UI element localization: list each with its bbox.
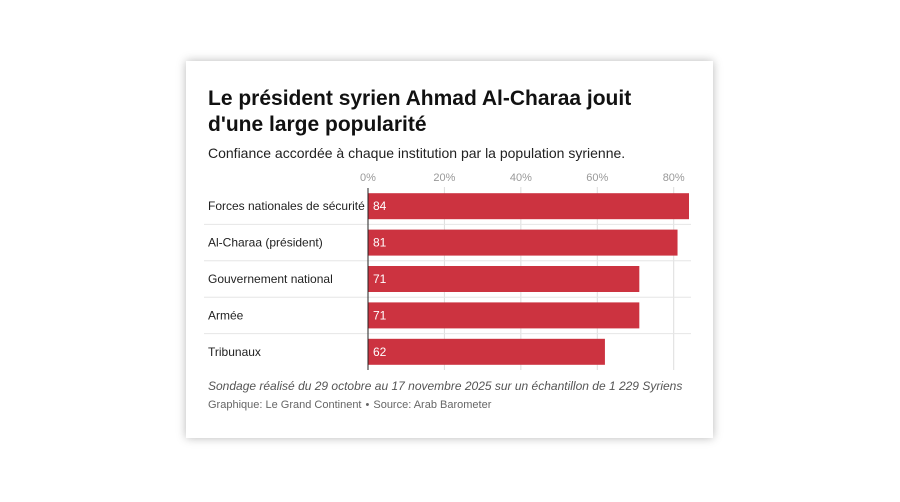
category-label: Armée [208,308,244,322]
value-label: 81 [373,236,387,250]
chart-card: Le président syrien Ahmad Al-Charaa joui… [186,61,713,438]
row-separators [204,223,691,335]
value-label: 84 [373,199,387,213]
credit-source: Source: Arab Barometer [373,399,492,411]
bar [368,302,640,329]
category-label: Tribunaux [208,345,261,359]
credit-graphic: Graphique: Le Grand Continent [208,399,362,411]
bars [368,193,689,365]
value-labels: 84 81 71 71 62 [373,199,387,359]
bar-chart: 0% 20% 40% 60% 80% Forces nationales de sécu… [204,172,691,370]
chart-subtitle: Confiance accordée à chaque institution … [208,145,626,161]
credit-line: Graphique: Le Grand Continent • Source: Ar… [208,399,491,411]
category-label: Forces nationales de sécurité [208,199,365,213]
credit-separator: • [365,399,370,411]
x-tick-label: 60% [586,172,608,184]
bar [368,266,640,292]
x-tick-label: 80% [663,172,685,184]
bar [368,229,678,256]
chart-title: Le président syrien Ahmad Al-Charaa joui… [208,87,632,136]
value-label: 62 [373,345,387,359]
x-tick-label: 40% [510,172,532,184]
value-label: 71 [373,272,387,286]
category-labels: Forces nationales de sécurité Al-Charaa (… [208,199,365,359]
bar [368,193,689,220]
value-label: 71 [373,308,387,322]
x-tick-label: 0% [360,172,376,184]
x-axis-ticks: 0% 20% 40% 60% 80% [360,172,685,184]
category-label: Al-Charaa (président) [208,236,323,250]
category-label: Gouvernement national [208,272,333,286]
bar [368,338,605,365]
survey-note: Sondage réalisé du 29 octobre au 17 nove… [208,379,683,393]
x-tick-label: 20% [433,172,455,184]
